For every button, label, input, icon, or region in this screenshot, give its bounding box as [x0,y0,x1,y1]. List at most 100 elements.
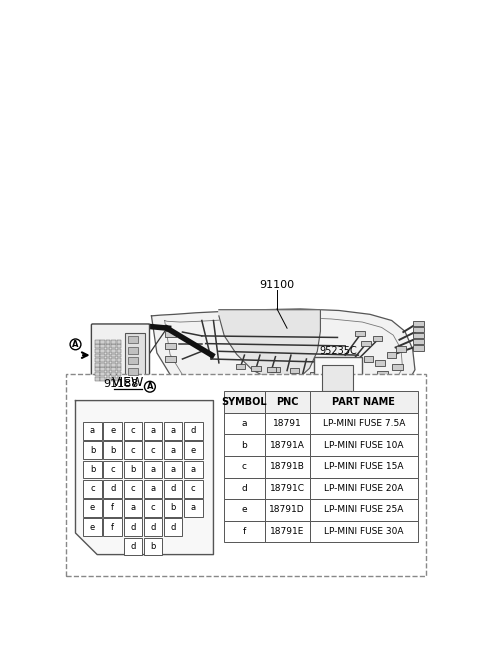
Bar [66,375,426,576]
Bar [128,346,137,354]
Bar [236,364,245,369]
Bar [83,422,102,440]
Text: d: d [110,484,115,493]
Bar [103,499,122,517]
Bar [355,331,365,337]
Text: LP-MINI FUSE 20A: LP-MINI FUSE 20A [324,484,404,493]
Text: b: b [110,445,115,455]
Bar [111,377,116,380]
Bar [100,377,105,380]
Bar [100,363,105,367]
Bar [117,358,121,362]
Bar [164,422,182,440]
Text: LP-MINI FUSE 25A: LP-MINI FUSE 25A [324,505,404,514]
Bar [310,478,418,499]
Bar [264,456,310,478]
Bar [123,422,142,440]
Bar [144,480,162,498]
Bar [310,521,418,543]
Text: a: a [170,445,176,455]
Bar [144,538,162,556]
Text: SYMBOL: SYMBOL [222,397,267,407]
Polygon shape [75,401,214,554]
Bar [111,367,116,371]
Bar [106,358,110,362]
Bar [413,339,424,344]
Bar [373,335,383,341]
Text: a: a [170,426,176,436]
Text: d: d [241,484,247,493]
Bar [117,372,121,376]
Bar [314,358,362,401]
Bar [111,344,116,348]
Text: e: e [110,426,115,436]
Bar [117,349,121,353]
Text: A: A [147,382,153,391]
Text: 95235C: 95235C [319,346,357,356]
Text: c: c [151,504,156,512]
Bar [111,358,116,362]
Bar [106,367,110,371]
Text: a: a [130,504,135,512]
Bar [413,321,424,326]
Bar [166,343,176,349]
Bar [95,358,99,362]
Bar [392,363,403,370]
Bar [322,365,353,392]
Bar [106,344,110,348]
Bar [377,371,388,377]
Bar [184,499,203,517]
Bar [224,434,264,456]
Text: c: c [191,484,196,493]
Text: a: a [90,426,95,436]
Text: 18791B: 18791B [270,462,304,471]
Bar [184,461,203,478]
Text: e: e [90,523,95,532]
Text: 18791A: 18791A [270,441,304,450]
Text: 91100: 91100 [259,279,295,290]
Text: LP-MINI FUSE 7.5A: LP-MINI FUSE 7.5A [323,419,405,428]
Bar [310,372,319,377]
Bar [117,340,121,344]
Text: b: b [241,441,247,450]
Bar [164,461,182,478]
Bar [117,367,121,371]
Bar [100,372,105,376]
Text: a: a [150,484,156,493]
Bar [106,340,110,344]
Bar [106,372,110,376]
Text: A: A [72,340,79,349]
Bar [123,441,142,459]
Bar [310,413,418,434]
Bar [95,367,99,371]
Bar [375,360,385,365]
Bar [100,344,105,348]
Polygon shape [219,310,321,381]
Bar [310,392,418,413]
Bar [103,422,122,440]
Bar [100,340,105,344]
Bar [224,413,264,434]
Text: b: b [170,504,176,512]
Text: d: d [130,542,135,551]
Bar [224,521,264,543]
Bar [387,352,396,358]
Bar [252,365,261,371]
Bar [267,367,276,373]
Bar [123,538,142,556]
Bar [95,349,99,353]
Bar [310,499,418,521]
Bar [264,413,310,434]
Bar [83,499,102,517]
Text: a: a [191,504,196,512]
Bar [166,356,176,362]
Bar [164,480,182,498]
Bar [95,340,99,344]
Text: c: c [90,484,95,493]
Bar [128,336,137,343]
Text: LP-MINI FUSE 15A: LP-MINI FUSE 15A [324,462,404,471]
Text: PNC: PNC [276,397,299,407]
Text: LP-MINI FUSE 10A: LP-MINI FUSE 10A [324,441,404,450]
Bar [264,478,310,499]
Text: f: f [111,504,114,512]
